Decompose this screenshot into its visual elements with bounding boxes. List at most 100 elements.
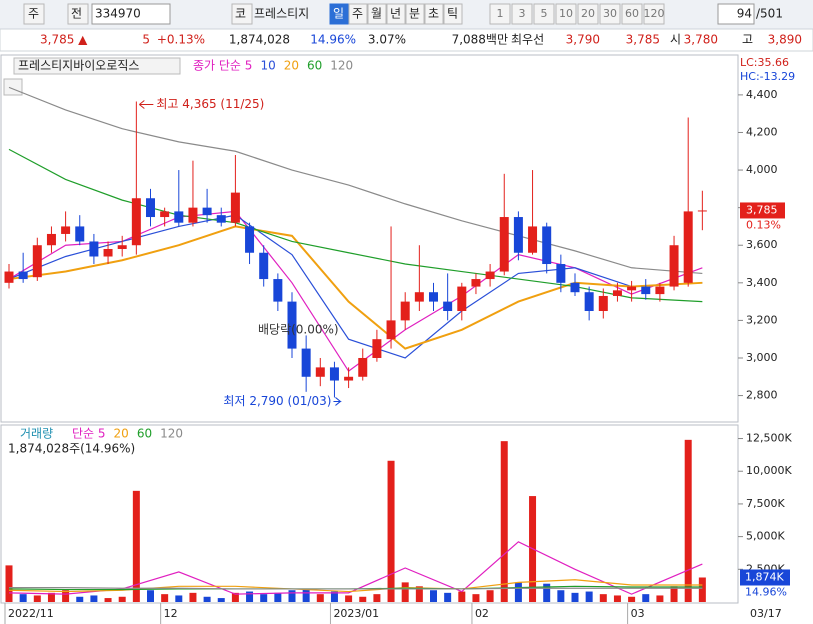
period: 초 (428, 7, 439, 21)
candle-body (174, 211, 184, 223)
candle-body (499, 217, 509, 272)
volume-bar (175, 595, 183, 602)
quote-high: 3,890 (768, 33, 802, 47)
interval-button[interactable] (511, 3, 533, 25)
candle-body (683, 211, 693, 283)
volume-bar (500, 441, 508, 602)
period-button[interactable] (443, 3, 463, 25)
candle-body (485, 271, 495, 280)
volume-bar (684, 439, 692, 602)
quote-turnover-pct: 3.07% (368, 33, 406, 47)
volume-bar (231, 592, 239, 602)
interval-button[interactable] (577, 3, 599, 25)
volume-bar (90, 595, 98, 602)
candle-body (18, 271, 28, 280)
chart-title: 프레스티지바이오로직스 (18, 59, 139, 73)
candle-body (61, 226, 71, 234)
quote-price: 3,785 ▲ (40, 33, 88, 47)
volume-bar (656, 595, 664, 602)
y-tick-label: 4,400 (746, 88, 778, 101)
ma-line (8, 86, 703, 275)
candle-body (188, 207, 198, 223)
y-tick-label: 7,500K (746, 497, 785, 510)
quote-change-pct: +0.13% (157, 33, 205, 47)
volume-bar (302, 588, 310, 602)
volume-bar (514, 582, 522, 602)
candle-body (301, 348, 311, 377)
price-panel (0, 54, 739, 423)
period-button[interactable] (405, 3, 425, 25)
period: 월 (371, 7, 382, 21)
volume-bar (161, 594, 169, 602)
candle-body (202, 207, 212, 216)
period-button[interactable] (348, 3, 368, 25)
code-input[interactable] (91, 3, 171, 25)
period-button[interactable] (424, 3, 444, 25)
candle-body (287, 301, 297, 349)
volume-bar (430, 590, 437, 602)
interval: 60 (625, 7, 639, 20)
volume-bar (571, 592, 579, 602)
candle-body (315, 367, 325, 377)
interval-button[interactable] (621, 3, 643, 25)
volume-ma-line (8, 541, 703, 595)
candle-body (655, 286, 665, 295)
count-input[interactable] (717, 3, 755, 25)
interval-button[interactable] (555, 3, 577, 25)
candle-body (641, 286, 651, 295)
candle-body (146, 198, 155, 218)
volume-bar (670, 586, 678, 602)
candle-body (4, 271, 14, 283)
volume-bar (33, 595, 41, 602)
y-tick-label: 5,000K (746, 530, 785, 543)
period: 틱 (447, 7, 458, 21)
table-icon[interactable] (3, 78, 23, 96)
volume-bar (698, 577, 706, 602)
volume-bar (288, 590, 296, 602)
volume-bar (260, 594, 268, 602)
volume-bar (458, 591, 466, 602)
period-button[interactable] (329, 3, 349, 25)
x-tick-label: 02 (475, 607, 489, 620)
candle-body (429, 292, 438, 302)
mode-button[interactable] (67, 3, 89, 25)
volume-bar (104, 598, 112, 602)
candle-body (245, 226, 255, 253)
legend-entry: 60 (307, 59, 322, 73)
candle-body (32, 245, 42, 278)
quote-bid: 3,785 (626, 33, 660, 47)
volume-bar (613, 595, 621, 602)
volume-bar (557, 590, 565, 602)
volume-bar (147, 590, 154, 602)
interval-button[interactable] (643, 3, 665, 25)
candle-body (513, 217, 523, 253)
low-label: 최저 2,790 (01/03) (223, 394, 331, 408)
low-arrow (333, 397, 342, 406)
candle-body (160, 211, 170, 218)
candle-body (598, 295, 608, 312)
volume-bar (444, 592, 452, 602)
period-button[interactable] (367, 3, 387, 25)
volume-bar (330, 591, 338, 602)
y-tick-label: 3,600 (746, 238, 778, 251)
exchange-button[interactable] (231, 3, 253, 25)
period-button[interactable] (386, 3, 406, 25)
volume-bar (345, 595, 353, 602)
interval-button[interactable] (489, 3, 511, 25)
volume-bar (359, 596, 367, 602)
market-button[interactable] (23, 3, 45, 25)
indicator: LC:35.66 (740, 56, 789, 69)
volume-bar (387, 460, 395, 602)
candle-body (556, 264, 566, 283)
y-tick-label: 4,200 (746, 125, 778, 138)
quote-ask: 3,790 (566, 33, 600, 47)
interval-button[interactable] (533, 3, 555, 25)
volume-bar (373, 594, 381, 602)
volume-bar (246, 591, 254, 602)
last-price-box (740, 202, 785, 219)
candle-body (400, 301, 410, 321)
stock-name: 프레스티지 (254, 7, 309, 21)
quote-volume-pct: 14.96% (310, 33, 356, 47)
interval-button[interactable] (599, 3, 621, 25)
legend-entry: 10 (260, 59, 275, 73)
